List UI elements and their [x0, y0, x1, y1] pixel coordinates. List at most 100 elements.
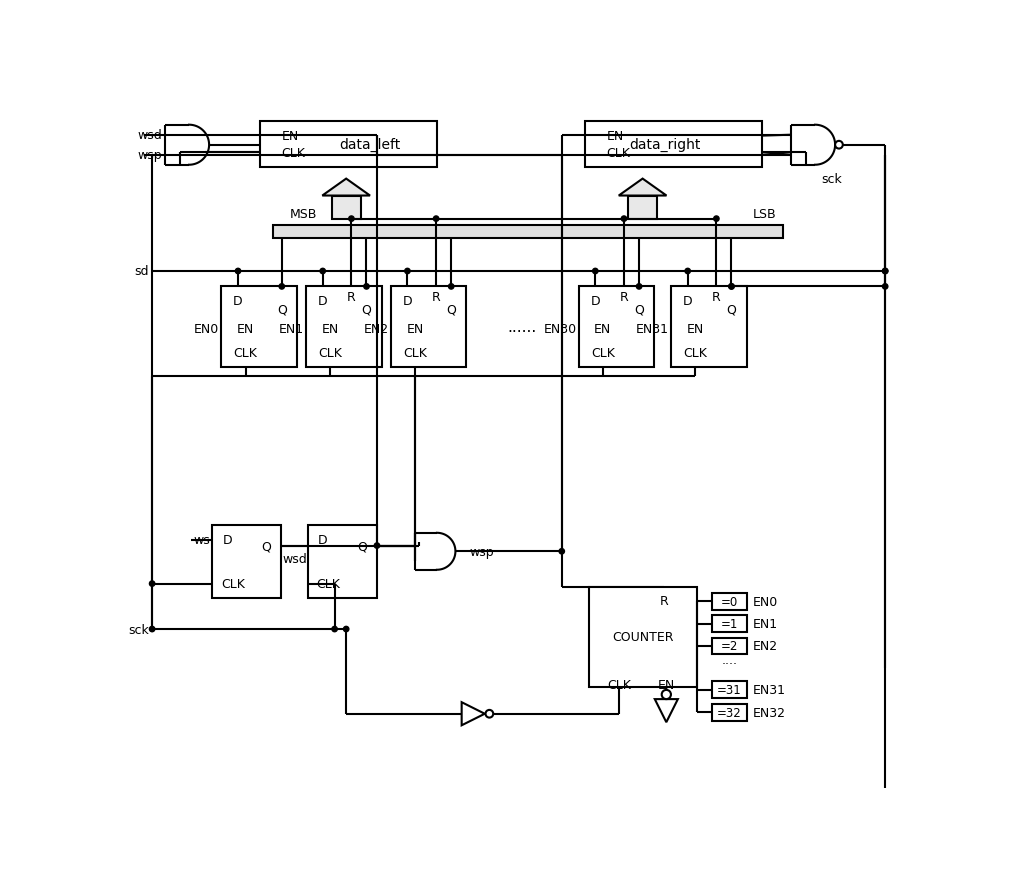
- Text: EN: EN: [594, 323, 611, 336]
- Text: EN: EN: [407, 323, 424, 336]
- Text: ....: ....: [721, 653, 737, 666]
- Bar: [712, 638, 746, 655]
- Text: EN: EN: [657, 678, 675, 691]
- Text: EN30: EN30: [544, 323, 577, 336]
- Circle shape: [449, 284, 454, 290]
- Circle shape: [729, 284, 734, 290]
- Text: R: R: [347, 291, 355, 303]
- Text: =0: =0: [721, 595, 738, 608]
- Circle shape: [636, 284, 642, 290]
- Text: EN2: EN2: [364, 323, 388, 336]
- Text: EN: EN: [687, 323, 703, 336]
- Text: sck: sck: [128, 623, 150, 636]
- Circle shape: [883, 269, 888, 275]
- Bar: [332, 197, 360, 220]
- Text: CLK: CLK: [607, 678, 631, 691]
- Text: CLK: CLK: [316, 578, 340, 590]
- Bar: [712, 681, 746, 698]
- Text: =2: =2: [721, 640, 738, 653]
- Text: =31: =31: [717, 684, 741, 696]
- Circle shape: [714, 217, 719, 222]
- Circle shape: [321, 269, 326, 275]
- Text: EN1: EN1: [279, 323, 304, 336]
- Text: D: D: [317, 295, 328, 308]
- Bar: [589, 587, 696, 687]
- Text: EN31: EN31: [636, 323, 669, 336]
- Text: EN32: EN32: [753, 706, 785, 719]
- Bar: [306, 287, 382, 368]
- Circle shape: [280, 284, 285, 290]
- Text: data_right: data_right: [629, 137, 700, 152]
- Circle shape: [404, 269, 411, 275]
- Circle shape: [622, 217, 627, 222]
- Polygon shape: [462, 703, 484, 726]
- Circle shape: [150, 626, 155, 632]
- Text: LSB: LSB: [753, 208, 776, 221]
- Text: Q: Q: [276, 303, 287, 316]
- Text: R: R: [712, 291, 721, 303]
- Text: CLK: CLK: [282, 146, 305, 159]
- Text: D: D: [402, 295, 413, 308]
- Bar: [628, 197, 657, 220]
- Bar: [712, 704, 746, 721]
- Circle shape: [883, 269, 888, 275]
- Text: =32: =32: [717, 706, 741, 719]
- Text: Q: Q: [361, 303, 372, 316]
- Circle shape: [593, 269, 598, 275]
- Polygon shape: [654, 699, 678, 722]
- Text: R: R: [659, 595, 669, 608]
- Text: CLK: CLK: [233, 346, 257, 360]
- Text: EN1: EN1: [753, 618, 778, 631]
- Circle shape: [364, 284, 370, 290]
- Text: wsd: wsd: [283, 552, 307, 565]
- Text: wsd: wsd: [137, 129, 162, 142]
- Text: EN31: EN31: [753, 684, 785, 696]
- Text: D: D: [318, 533, 328, 547]
- Text: ws: ws: [194, 533, 210, 547]
- Text: Q: Q: [727, 303, 736, 316]
- Text: EN: EN: [237, 323, 254, 336]
- Text: R: R: [432, 291, 440, 303]
- Text: Q: Q: [446, 303, 456, 316]
- Circle shape: [883, 284, 888, 290]
- Text: Q: Q: [261, 540, 271, 553]
- Text: CLK: CLK: [591, 346, 614, 360]
- Circle shape: [433, 217, 439, 222]
- Text: wsp: wsp: [137, 149, 162, 162]
- Text: CLK: CLK: [683, 346, 708, 360]
- Text: EN: EN: [322, 323, 339, 336]
- Polygon shape: [618, 179, 667, 197]
- Text: R: R: [620, 291, 629, 303]
- Text: EN0: EN0: [753, 595, 778, 608]
- Bar: [712, 594, 746, 610]
- Circle shape: [349, 217, 354, 222]
- Circle shape: [374, 543, 380, 548]
- Circle shape: [150, 581, 155, 587]
- Bar: [307, 525, 377, 599]
- Text: data_left: data_left: [339, 137, 400, 152]
- Circle shape: [559, 549, 564, 555]
- Circle shape: [236, 269, 241, 275]
- Text: CLK: CLK: [606, 146, 631, 159]
- Circle shape: [836, 142, 843, 150]
- Circle shape: [332, 626, 337, 632]
- Text: EN2: EN2: [753, 640, 778, 653]
- Text: D: D: [233, 295, 243, 308]
- Text: Q: Q: [634, 303, 644, 316]
- Text: COUNTER: COUNTER: [612, 631, 674, 643]
- Bar: [221, 287, 297, 368]
- Text: CLK: CLK: [221, 578, 245, 590]
- Bar: [712, 616, 746, 633]
- Bar: [671, 287, 746, 368]
- Circle shape: [729, 284, 734, 290]
- Text: CLK: CLK: [318, 346, 342, 360]
- Bar: [273, 226, 782, 238]
- Text: EN: EN: [606, 130, 624, 143]
- Circle shape: [343, 626, 349, 632]
- Bar: [212, 525, 282, 599]
- Polygon shape: [323, 179, 370, 197]
- Text: wsp: wsp: [469, 545, 494, 558]
- Circle shape: [685, 269, 690, 275]
- Circle shape: [485, 710, 494, 718]
- Text: Q: Q: [356, 540, 367, 553]
